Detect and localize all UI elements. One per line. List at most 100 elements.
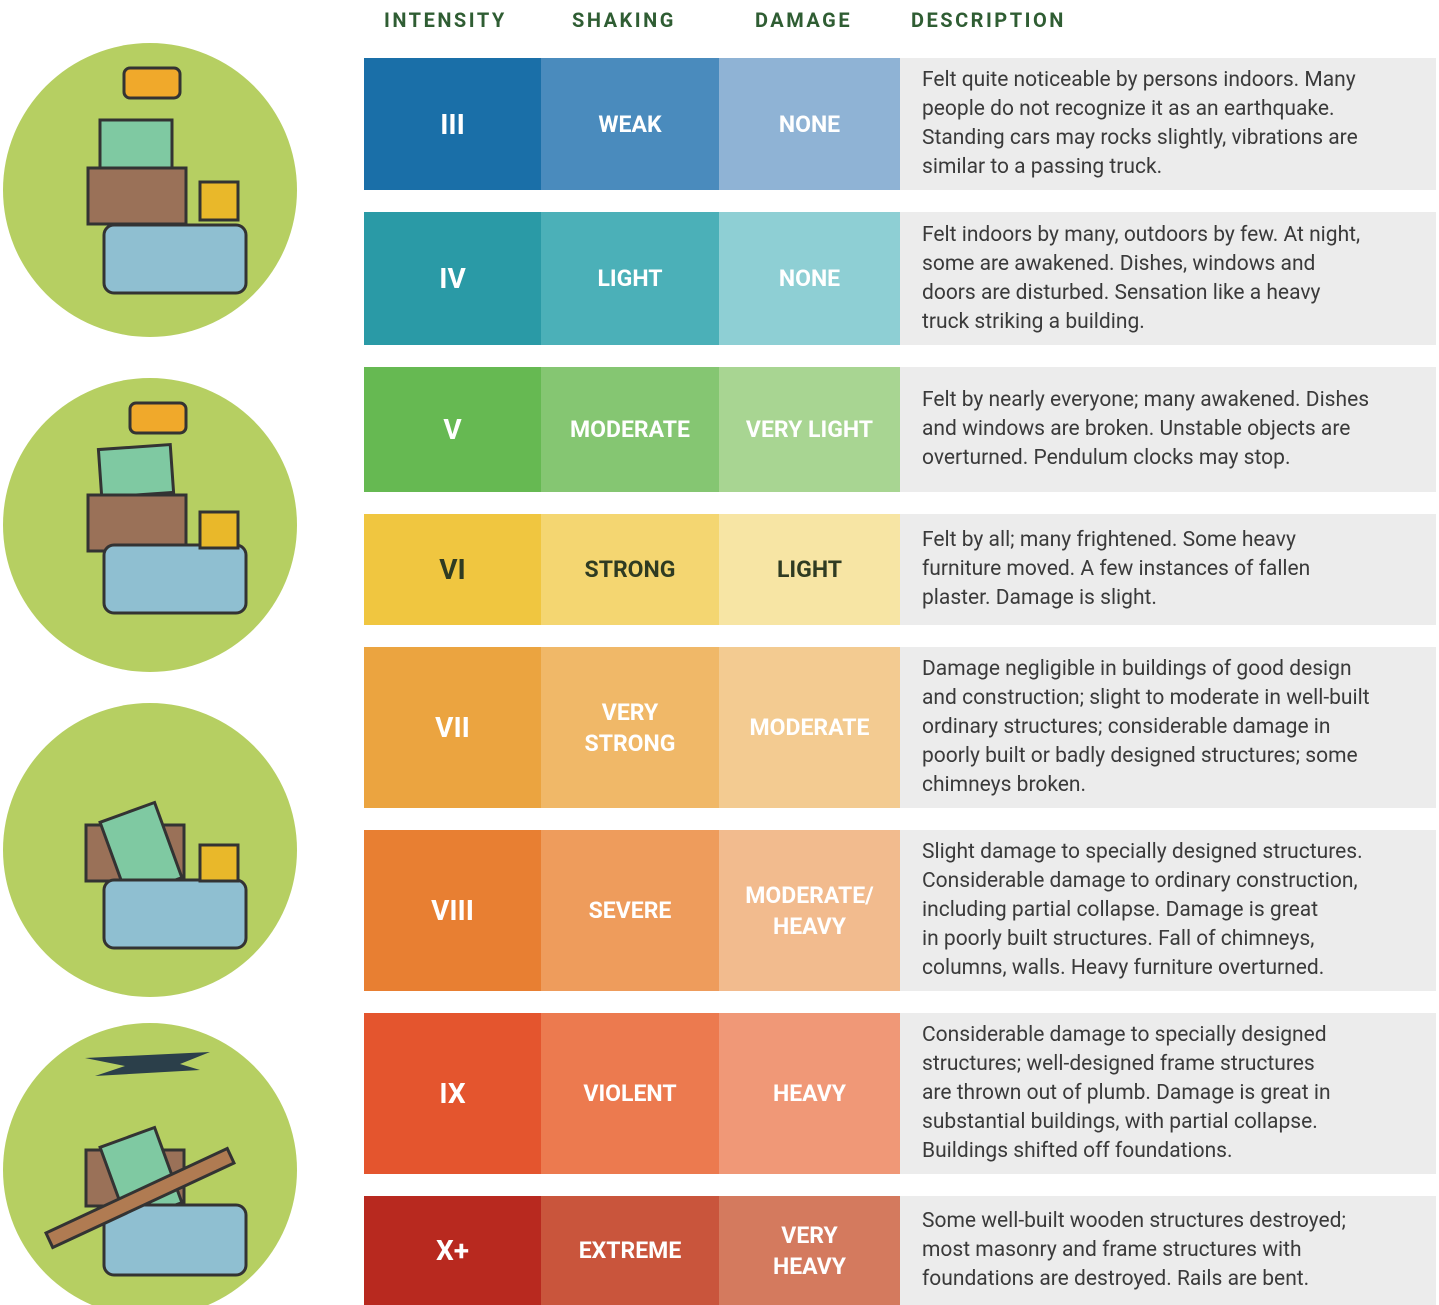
shaking-cell: EXTREME — [541, 1196, 719, 1305]
intensity-label: V — [443, 413, 462, 446]
description-line: Felt by all; many frightened. Some heavy — [922, 528, 1296, 552]
intensity-label: VI — [439, 553, 466, 586]
shaking-cell: VERY STRONG — [541, 647, 719, 808]
description-cell: Felt by all; many frightened. Some heavy… — [900, 514, 1436, 625]
description-cell: Some well-built wooden structures destro… — [900, 1196, 1436, 1305]
intensity-cell: III — [364, 58, 541, 190]
description-line: Some well-built wooden structures destro… — [922, 1209, 1346, 1233]
damage-label: NONE — [778, 265, 841, 292]
intensity-cell: VII — [364, 647, 541, 808]
description-line: Felt indoors by many, outdoors by few. A… — [922, 222, 1361, 247]
damage-label: VERY — [781, 1221, 838, 1249]
description-line: in poorly built structures. Fall of chim… — [922, 927, 1315, 951]
description-line: most masonry and frame structures with — [922, 1238, 1302, 1262]
damage-cell: MODERATE — [719, 647, 900, 808]
damage-cell: VERY LIGHT — [719, 367, 900, 492]
illustration-4 — [3, 1023, 297, 1305]
damage-label: NONE — [778, 110, 841, 138]
description-cell: Damage negligible in buildings of good d… — [900, 647, 1436, 808]
description-line: are thrown out of plumb. Damage is great… — [922, 1081, 1331, 1105]
header-shaking: SHAKING — [572, 8, 676, 32]
description-line: poorly built or badly designed structure… — [922, 744, 1358, 768]
damage-label: VERY LIGHT — [745, 416, 874, 443]
shaking-cell: LIGHT — [541, 212, 719, 345]
description-line: columns, walls. Heavy furniture overturn… — [922, 956, 1325, 980]
description-line: truck striking a building. — [922, 309, 1145, 334]
damage-cell: NONE — [719, 58, 900, 190]
shaking-cell: VIOLENT — [541, 1013, 719, 1174]
intensity-label: III — [440, 107, 465, 141]
description-line: and windows are broken. Unstable objects… — [922, 417, 1351, 441]
intensity-label: IX — [439, 1077, 466, 1110]
description-line: Slight damage to specially designed stru… — [922, 840, 1363, 864]
description-cell: Felt by nearly everyone; many awakened. … — [900, 367, 1436, 492]
description-line: overturned. Pendulum clocks may stop. — [922, 446, 1291, 470]
description-line: Considerable damage to specially designe… — [922, 1023, 1327, 1047]
description-line: substantial buildings, with partial coll… — [922, 1110, 1318, 1134]
illustration-3 — [3, 703, 297, 997]
illustrations — [3, 43, 297, 1305]
shaking-label: VIOLENT — [583, 1080, 677, 1107]
description-line: chimneys broken. — [922, 773, 1087, 797]
intensity-cell: VIII — [364, 830, 541, 991]
intensity-cell: VI — [364, 514, 541, 625]
shaking-label: VERY — [601, 698, 659, 726]
shaking-label: STRONG — [584, 729, 676, 757]
shaking-cell: STRONG — [541, 514, 719, 625]
damage-cell: LIGHT — [719, 514, 900, 625]
shaking-cell: SEVERE — [541, 830, 719, 991]
intensity-label: VIII — [431, 894, 474, 927]
shaking-label: WEAK — [598, 110, 662, 138]
description-line: doors are disturbed. Sensation like a he… — [922, 280, 1321, 305]
damage-cell: HEAVY — [719, 1013, 900, 1174]
description-line: foundations are destroyed. Rails are ben… — [922, 1267, 1310, 1291]
intensity-label: IV — [439, 262, 466, 295]
shaking-label: LIGHT — [597, 265, 663, 292]
description-line: Considerable damage to ordinary construc… — [922, 869, 1358, 893]
damage-label: LIGHT — [776, 556, 842, 583]
damage-label: MODERATE — [749, 714, 870, 741]
intensity-cell: IX — [364, 1013, 541, 1174]
shaking-cell: WEAK — [541, 58, 719, 190]
damage-label: HEAVY — [773, 1080, 846, 1107]
damage-label: MODERATE/ — [745, 881, 874, 909]
header-description: DESCRIPTION — [911, 8, 1066, 32]
damage-cell: NONE — [719, 212, 900, 345]
intensity-cell: IV — [364, 212, 541, 345]
damage-cell: MODERATE/HEAVY — [719, 830, 900, 991]
description-line: Standing cars may rocks slightly, vibrat… — [922, 126, 1358, 150]
description-line: plaster. Damage is slight. — [922, 586, 1157, 610]
damage-label: HEAVY — [773, 1252, 846, 1280]
description-line: people do not recognize it as an earthqu… — [922, 97, 1335, 121]
illustration-2 — [3, 378, 297, 672]
description-line: similar to a passing truck. — [922, 155, 1163, 179]
description-line: furniture moved. A few instances of fall… — [922, 557, 1311, 581]
shaking-cell: MODERATE — [541, 367, 719, 492]
damage-label: HEAVY — [773, 912, 846, 940]
description-line: Damage negligible in buildings of good d… — [922, 657, 1352, 681]
header-damage: DAMAGE — [755, 8, 853, 32]
description-cell: Slight damage to specially designed stru… — [900, 830, 1436, 991]
description-line: Felt by nearly everyone; many awakened. … — [922, 388, 1370, 412]
description-cell: Felt quite noticeable by persons indoors… — [900, 58, 1436, 190]
shaking-label: MODERATE — [570, 416, 690, 443]
description-line: and construction; slight to moderate in … — [922, 686, 1370, 710]
description-line: Buildings shifted off foundations. — [922, 1139, 1233, 1163]
intensity-cell: X+ — [364, 1196, 541, 1305]
intensity-label: VII — [435, 711, 470, 744]
illustration-1 — [3, 43, 297, 337]
description-line: Felt quite noticeable by persons indoors… — [922, 68, 1356, 92]
intensity-label: X+ — [435, 1234, 470, 1267]
intensity-cell: V — [364, 367, 541, 492]
description-line: including partial collapse. Damage is gr… — [922, 898, 1319, 922]
shaking-label: EXTREME — [578, 1237, 682, 1264]
description-line: some are awakened. Dishes, windows and — [922, 251, 1316, 276]
damage-cell: VERY HEAVY — [719, 1196, 900, 1305]
description-line: ordinary structures; considerable damage… — [922, 715, 1331, 739]
description-line: structures; well-designed frame structur… — [922, 1052, 1315, 1076]
header-intensity: INTENSITY — [384, 8, 507, 32]
description-cell: Considerable damage to specially designe… — [900, 1013, 1436, 1174]
description-cell: Felt indoors by many, outdoors by few. A… — [900, 212, 1436, 345]
shaking-label: STRONG — [584, 556, 676, 583]
shaking-label: SEVERE — [588, 897, 672, 924]
